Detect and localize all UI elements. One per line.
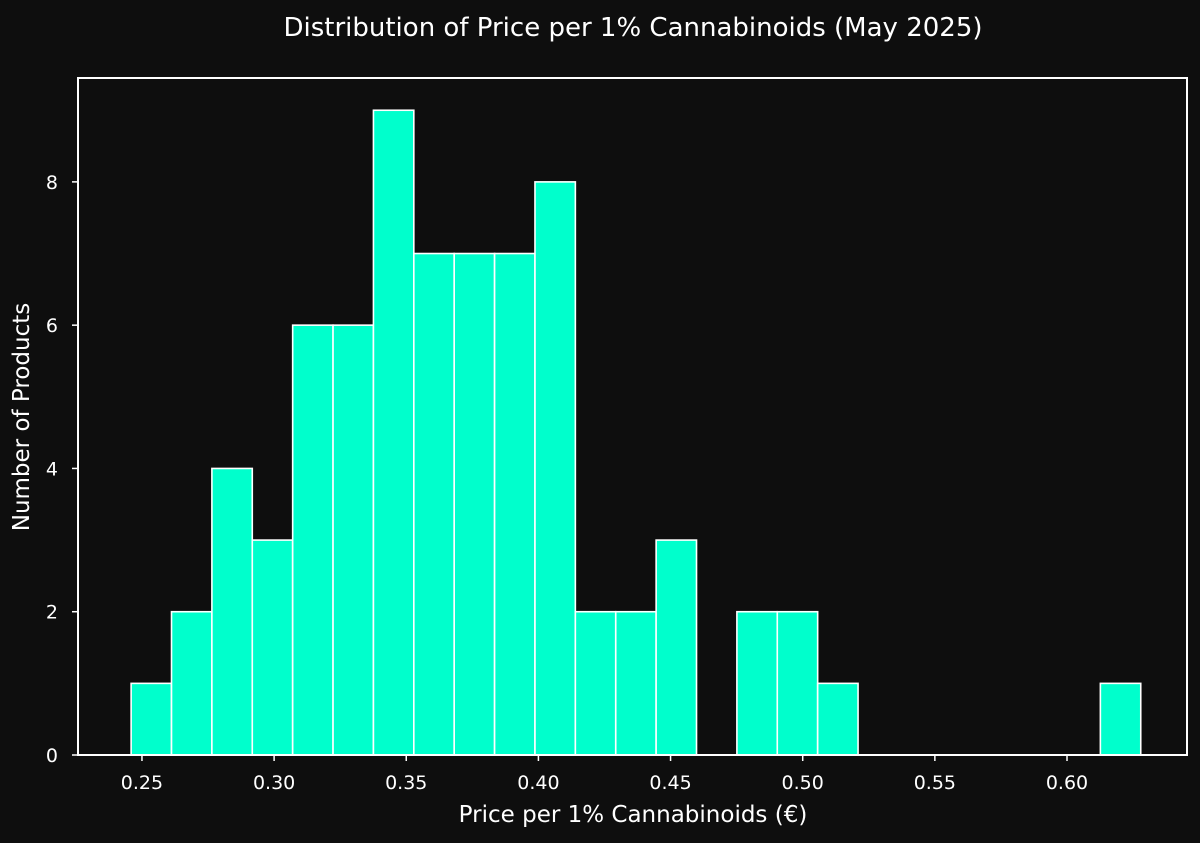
histogram-bar — [170, 610, 213, 756]
histogram-bar — [776, 610, 819, 756]
histogram-bar — [413, 252, 456, 756]
y-axis-label: Number of Products — [9, 303, 35, 532]
y-tick-label: 6 — [46, 315, 58, 337]
histogram-bar — [251, 539, 294, 756]
x-tick-label: 0.30 — [253, 772, 295, 794]
y-tick-label: 2 — [46, 602, 58, 624]
x-tick-label: 0.50 — [782, 772, 824, 794]
y-tick-label: 4 — [46, 458, 58, 480]
x-tick-label: 0.25 — [121, 772, 163, 794]
histogram-bar — [211, 467, 254, 756]
histogram-bar — [534, 181, 577, 756]
x-tick-label: 0.60 — [1046, 772, 1088, 794]
histogram-bar — [816, 682, 859, 756]
x-axis-label: Price per 1% Cannabinoids (€) — [459, 802, 808, 828]
histogram-bar — [655, 539, 698, 756]
histogram-bar — [614, 610, 657, 756]
x-axis-ticks: 0.25 0.30 0.35 0.40 0.45 0.50 0.55 0.60 — [121, 755, 1088, 794]
histogram-bar — [574, 610, 617, 756]
x-tick-label: 0.55 — [914, 772, 956, 794]
histogram-bar — [453, 252, 496, 756]
y-tick-label: 0 — [46, 745, 58, 767]
chart-title: Distribution of Price per 1% Cannabinoid… — [283, 13, 982, 43]
histogram-bar — [332, 324, 375, 756]
histogram-bar — [736, 610, 779, 756]
x-tick-label: 0.35 — [385, 772, 427, 794]
bars-group — [130, 109, 1142, 756]
y-tick-label: 8 — [46, 172, 58, 194]
plot-frame — [77, 77, 1188, 756]
histogram-bar — [1099, 682, 1142, 756]
histogram-bar — [372, 109, 415, 756]
x-tick-label: 0.40 — [517, 772, 559, 794]
histogram-bar — [291, 324, 334, 756]
histogram-bar — [130, 682, 173, 756]
histogram-bar — [493, 252, 536, 756]
x-tick-label: 0.45 — [649, 772, 691, 794]
